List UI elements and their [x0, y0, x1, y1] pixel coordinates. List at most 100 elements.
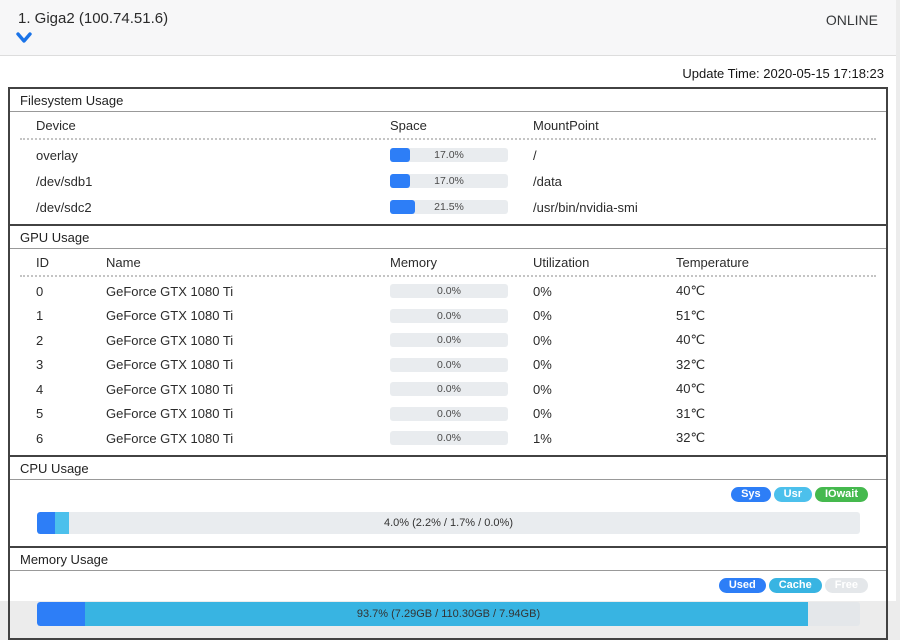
legend-iowait: IOwait — [814, 486, 868, 502]
sections: Filesystem Usage Device Space MountPoint… — [8, 87, 888, 640]
usage-bar: 17.0% — [390, 174, 508, 188]
gpu-memory-cell: 0.0% — [390, 382, 533, 397]
update-time: Update Time: 2020-05-15 17:18:23 — [682, 66, 884, 81]
memory-usage-bar: 93.7% (7.29GB / 110.30GB / 7.94GB) — [37, 601, 860, 626]
usage-bar-fill — [390, 148, 411, 162]
gpu-utilization: 0% — [533, 308, 552, 324]
fs-mountpoint: /usr/bin/nvidia-smi — [533, 199, 638, 215]
table-row: overlay 17.0% / — [20, 142, 876, 168]
filesystem-section-title: Filesystem Usage — [10, 89, 886, 112]
usage-bar-label: 17.0% — [434, 149, 464, 161]
gpu-temperature: 31℃ — [676, 405, 706, 421]
gpu-temperature: 32℃ — [676, 430, 706, 446]
gpu-id: 4 — [36, 381, 44, 397]
legend-sys: Sys — [731, 486, 771, 502]
column-header-space: Space — [390, 118, 427, 133]
column-header-name: Name — [106, 255, 141, 270]
fs-space-cell: 21.5% — [390, 200, 533, 214]
table-row: 0 GeForce GTX 1080 Ti 0.0% 0% 40℃ — [20, 279, 876, 304]
cpu-usage-bar: 4.0% (2.2% / 1.7% / 0.0%) — [37, 511, 860, 534]
gpu-temperature: 40℃ — [676, 332, 706, 348]
bar-label: 93.7% (7.29GB / 110.30GB / 7.94GB) — [356, 607, 541, 620]
usage-bar: 0.0% — [390, 406, 508, 421]
gpu-id: 5 — [36, 406, 44, 422]
gpu-temperature: 40℃ — [676, 381, 706, 397]
memory-legend: Used Cache Free — [28, 577, 868, 593]
gpu-memory-cell: 0.0% — [390, 357, 533, 372]
gpu-utilization: 0% — [533, 357, 552, 373]
legend-cache: Cache — [768, 577, 822, 593]
gpu-name: GeForce GTX 1080 Ti — [106, 430, 234, 446]
memory-section-title: Memory Usage — [10, 548, 886, 571]
gpu-rows: 0 GeForce GTX 1080 Ti 0.0% 0% 40℃ 1 GeForce GT… — [10, 277, 886, 455]
fs-device: /dev/sdc2 — [36, 199, 92, 215]
bar-segment-usr — [55, 511, 70, 534]
filesystem-section: Filesystem Usage Device Space MountPoint… — [8, 87, 888, 226]
cpu-section-title: CPU Usage — [10, 457, 886, 480]
usage-bar-label: 17.0% — [434, 175, 464, 187]
usage-bar-label: 0.0% — [437, 383, 461, 396]
gpu-utilization: 0% — [533, 332, 552, 348]
chevron-down-icon[interactable] — [15, 32, 33, 44]
legend-usr: Usr — [773, 486, 812, 502]
gpu-name: GeForce GTX 1080 Ti — [106, 308, 234, 324]
usage-bar-label: 21.5% — [434, 201, 464, 213]
usage-bar-fill — [390, 200, 416, 214]
gpu-utilization: 1% — [533, 430, 552, 446]
bar-segment-sys — [37, 511, 56, 534]
table-row: /dev/sdb1 17.0% /data — [20, 168, 876, 194]
gpu-id: 2 — [36, 332, 44, 348]
column-header-mountpoint: MountPoint — [533, 118, 599, 133]
fs-device: /dev/sdb1 — [36, 173, 93, 189]
gpu-header-row: ID Name Memory Utilization Temperature — [20, 249, 876, 277]
usage-bar: 21.5% — [390, 200, 508, 214]
usage-bar-fill — [390, 174, 411, 188]
gpu-name: GeForce GTX 1080 Ti — [106, 406, 234, 422]
legend-used: Used — [718, 577, 766, 593]
gpu-name: GeForce GTX 1080 Ti — [106, 283, 234, 299]
usage-bar-label: 0.0% — [437, 407, 461, 420]
usage-bar: 0.0% — [390, 431, 508, 446]
table-row: 5 GeForce GTX 1080 Ti 0.0% 0% 31℃ — [20, 402, 876, 427]
fs-space-cell: 17.0% — [390, 148, 533, 162]
fs-mountpoint: / — [533, 147, 537, 163]
gpu-section-title: GPU Usage — [10, 226, 886, 249]
column-header-memory: Memory — [390, 255, 437, 270]
filesystem-header-row: Device Space MountPoint — [20, 112, 876, 140]
usage-bar-label: 0.0% — [437, 309, 461, 322]
table-row: 1 GeForce GTX 1080 Ti 0.0% 0% 51℃ — [20, 304, 876, 329]
cpu-section: CPU Usage Sys Usr IOwait 4.0% (2.2% / 1.7%… — [8, 456, 888, 548]
gpu-memory-cell: 0.0% — [390, 308, 533, 323]
gpu-utilization: 0% — [533, 283, 552, 299]
device-title: 1. Giga2 (100.74.51.6) — [18, 10, 169, 27]
fs-device: overlay — [36, 147, 78, 163]
table-row: 2 GeForce GTX 1080 Ti 0.0% 0% 40℃ — [20, 328, 876, 353]
table-row: /dev/sdc2 21.5% /usr/bin/nvidia-smi — [20, 194, 876, 220]
gpu-section: GPU Usage ID Name Memory Utilization Tem… — [8, 226, 888, 457]
fs-mountpoint: /data — [533, 173, 562, 189]
bar-label: 4.0% (2.2% / 1.7% / 0.0%) — [383, 516, 513, 529]
status-badge: ONLINE — [825, 12, 878, 28]
usage-bar-label: 0.0% — [437, 285, 461, 298]
table-row: 3 GeForce GTX 1080 Ti 0.0% 0% 32℃ — [20, 353, 876, 378]
usage-bar-label: 0.0% — [437, 334, 461, 347]
usage-bar: 0.0% — [390, 333, 508, 348]
gpu-temperature: 32℃ — [676, 356, 706, 372]
gpu-temperature: 40℃ — [676, 283, 706, 299]
filesystem-rows: overlay 17.0% / /dev/sdb1 17.0% /data/dev/sdc… — [10, 140, 886, 224]
column-header-utilization: Utilization — [533, 255, 590, 270]
gpu-memory-cell: 0.0% — [390, 431, 533, 446]
table-row: 4 GeForce GTX 1080 Ti 0.0% 0% 40℃ — [20, 377, 876, 402]
gpu-utilization: 0% — [533, 381, 552, 397]
column-header-temperature: Temperature — [676, 255, 749, 270]
gpu-name: GeForce GTX 1080 Ti — [106, 381, 234, 397]
gpu-memory-cell: 0.0% — [390, 406, 533, 421]
memory-section: Memory Usage Used Cache Free 93.7% (7.29GB… — [8, 547, 888, 640]
gpu-utilization: 0% — [533, 406, 552, 422]
gpu-memory-cell: 0.0% — [390, 284, 533, 299]
cpu-legend: Sys Usr IOwait — [28, 486, 868, 502]
gpu-id: 1 — [36, 308, 44, 324]
column-header-id: ID — [36, 255, 49, 270]
usage-bar: 0.0% — [390, 357, 508, 372]
gpu-id: 3 — [36, 357, 44, 373]
